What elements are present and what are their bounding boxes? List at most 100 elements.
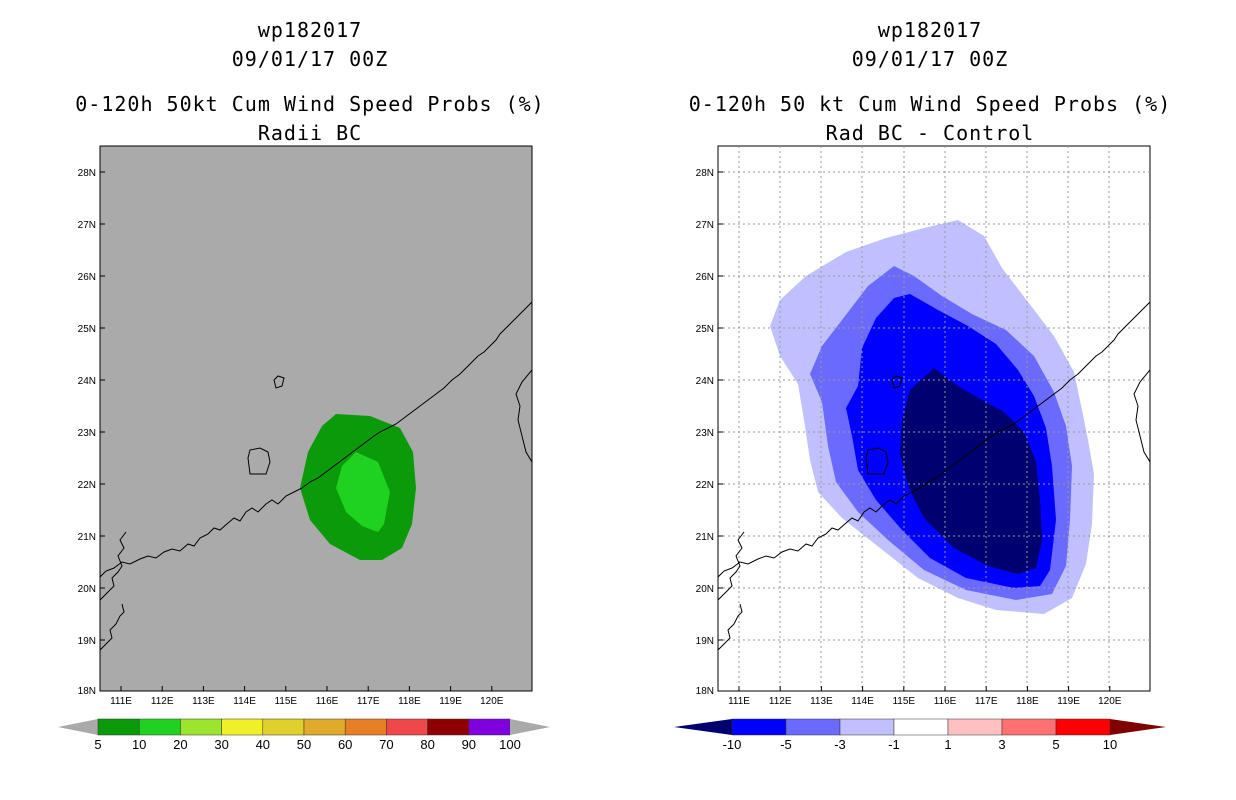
colorbar-label: 70 xyxy=(379,737,393,752)
lon-tick-label: 113E xyxy=(810,696,833,707)
left-prob-10-contour xyxy=(336,452,390,532)
colorbar-swatch xyxy=(785,718,841,736)
lat-tick-label: 25N xyxy=(696,324,714,335)
colorbar-label: 60 xyxy=(338,737,352,752)
left-date: 09/01/17 00Z xyxy=(231,47,389,71)
lat-tick-label: 26N xyxy=(78,272,96,283)
right-gridlines xyxy=(718,146,1150,691)
right-diff-minus10-contour xyxy=(900,368,1042,574)
colorbar-label: 80 xyxy=(420,737,434,752)
left-subtitle: Radii BC xyxy=(257,121,363,145)
colorbar-swatch xyxy=(303,718,346,736)
colorbar-swatch xyxy=(1055,718,1111,736)
lon-tick-label: 120E xyxy=(480,696,504,707)
right-storm-id: wp182017 xyxy=(877,18,983,42)
lon-tick-label: 113E xyxy=(192,696,215,707)
left-axis-labels: 111E 112E 113E 114E 115E 116E 117E 118E 119E 120E… xyxy=(78,168,504,707)
lat-tick-label: 23N xyxy=(78,428,96,439)
lon-tick-label: 111E xyxy=(110,696,132,707)
lat-tick-label: 27N xyxy=(78,220,96,231)
lon-tick-label: 115E xyxy=(892,696,915,707)
colorbar-swatch xyxy=(97,718,140,736)
right-product: 0-120h 50 kt Cum Wind Speed Probs (%) xyxy=(688,92,1172,116)
colorbar-swatch xyxy=(138,718,181,736)
colorbar-label: 3 xyxy=(998,737,1005,752)
colorbar-label: 10 xyxy=(132,737,146,752)
colorbar-swatch xyxy=(344,718,387,736)
colorbar-swatch xyxy=(386,718,428,736)
colorbar-label: -1 xyxy=(888,737,900,752)
lon-tick-label: 118E xyxy=(1016,696,1039,707)
colorbar-label: -5 xyxy=(780,737,792,752)
lat-tick-label: 21N xyxy=(696,532,714,543)
colorbar-swatch xyxy=(468,718,511,736)
lat-tick-label: 20N xyxy=(696,584,714,595)
colorbar-swatch xyxy=(262,718,305,736)
colorbar-swatch xyxy=(1001,718,1057,736)
colorbar-swatch xyxy=(427,718,470,736)
lat-tick-label: 26N xyxy=(696,272,714,283)
lon-tick-label: 116E xyxy=(316,696,339,707)
colorbar-swatch xyxy=(221,718,264,736)
lat-tick-label: 19N xyxy=(78,636,96,647)
right-title-bottom: 0-120h 50 kt Cum Wind Speed Probs (%) Ra… xyxy=(650,90,1210,148)
left-colorbar: 5 10 20 30 40 50 60 70 80 90 100 xyxy=(58,718,550,752)
lon-tick-label: 119E xyxy=(1057,696,1080,707)
colorbar-swatch xyxy=(839,718,895,736)
lon-tick-label: 112E xyxy=(769,696,792,707)
colorbar-label: 1 xyxy=(944,737,951,752)
lat-tick-label: 28N xyxy=(78,168,96,179)
colorbar-swatch xyxy=(180,718,222,736)
lat-tick-label: 24N xyxy=(696,376,714,387)
colorbar-label: 50 xyxy=(297,737,311,752)
colorbar-swatch xyxy=(947,718,1003,736)
lat-tick-label: 27N xyxy=(696,220,714,231)
right-subtitle: Rad BC - Control xyxy=(825,121,1035,145)
right-colorbar: -10 -5 -3 -1 1 3 5 10 xyxy=(674,718,1166,752)
colorbar-label: -3 xyxy=(834,737,846,752)
lat-tick-label: 28N xyxy=(696,168,714,179)
left-title-top: wp182017 09/01/17 00Z xyxy=(60,16,560,74)
colorbar-label: 30 xyxy=(214,737,228,752)
lat-tick-label: 18N xyxy=(78,686,96,697)
colorbar-label: 20 xyxy=(173,737,187,752)
lat-tick-label: 23N xyxy=(696,428,714,439)
lat-tick-label: 19N xyxy=(696,636,714,647)
colorbar-swatch xyxy=(731,718,787,736)
colorbar-label: -10 xyxy=(723,737,742,752)
lat-tick-label: 21N xyxy=(78,532,96,543)
left-storm-id: wp182017 xyxy=(257,18,363,42)
right-title-top: wp182017 09/01/17 00Z xyxy=(660,16,1200,74)
lon-tick-label: 114E xyxy=(233,696,256,707)
lon-tick-label: 120E xyxy=(1098,696,1122,707)
left-map xyxy=(99,145,533,692)
lon-tick-label: 116E xyxy=(934,696,957,707)
lon-tick-label: 114E xyxy=(851,696,874,707)
colorbar-over-triangle xyxy=(1110,719,1166,735)
lat-tick-label: 18N xyxy=(696,686,714,697)
lon-tick-label: 119E xyxy=(439,696,462,707)
colorbar-label: 90 xyxy=(462,737,476,752)
lon-tick-label: 115E xyxy=(274,696,297,707)
colorbar-over-triangle xyxy=(510,719,550,735)
colorbar-under-triangle xyxy=(674,719,732,735)
colorbar-label: 5 xyxy=(1052,737,1059,752)
right-date: 09/01/17 00Z xyxy=(851,47,1009,71)
colorbar-label: 5 xyxy=(94,737,101,752)
left-product: 0-120h 50kt Cum Wind Speed Probs (%) xyxy=(75,92,545,116)
right-axis-labels: 111E 112E 113E 114E 115E 116E 117E 118E 119E 120E… xyxy=(696,168,1122,707)
lat-tick-label: 22N xyxy=(696,480,714,491)
lon-tick-label: 112E xyxy=(151,696,174,707)
lat-tick-label: 20N xyxy=(78,584,96,595)
lon-tick-label: 117E xyxy=(357,696,380,707)
colorbar-under-triangle xyxy=(58,719,98,735)
lon-tick-label: 118E xyxy=(398,696,421,707)
colorbar-label: 10 xyxy=(1103,737,1117,752)
lon-tick-label: 111E xyxy=(728,696,750,707)
right-map xyxy=(717,145,1151,692)
colorbar-label: 100 xyxy=(499,737,521,752)
colorbar-label: 40 xyxy=(256,737,270,752)
lat-tick-label: 24N xyxy=(78,376,96,387)
colorbar-swatch xyxy=(893,718,949,736)
